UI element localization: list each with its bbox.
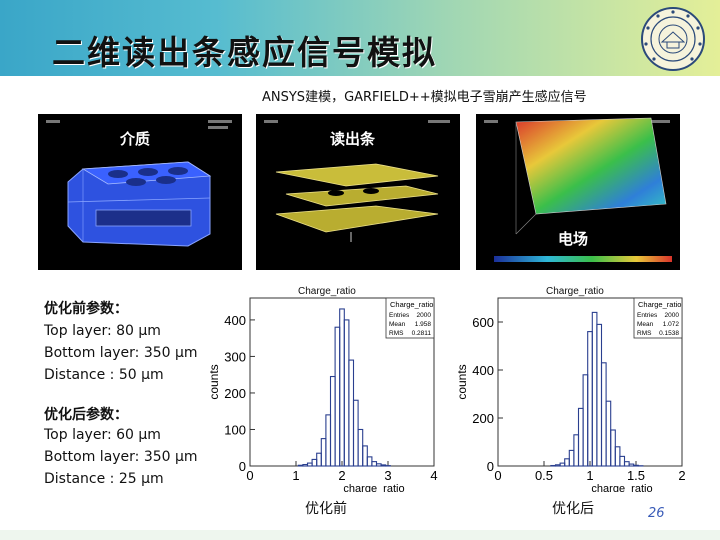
x-tick-label: 3 [384,468,391,483]
title-banner [0,0,720,76]
y-tick-label: 0 [239,459,246,474]
histogram-bar [297,464,304,467]
params-after-distance: Distance : 25 μm [44,471,164,487]
slide-title: 二维读出条感应信号模拟 [52,33,437,72]
y-axis-label: counts [208,364,221,399]
x-tick-label: 4 [430,468,437,483]
x-tick-label: 0.5 [535,468,553,483]
stats-box [633,297,683,339]
caption-after: 优化后 [552,501,594,517]
dielectric-label: 介质 [120,130,151,148]
stats-label: Entries [389,312,410,319]
x-tick-label: 2 [338,468,345,483]
readout-strip-render-panel [256,114,460,270]
params-after-lines: Top layer: 60 μm Bottom layer: 350 μm Di… [44,424,198,490]
stats-value: 2000 [665,312,680,319]
stats-label: Mean [637,321,654,328]
y-tick-label: 200 [472,411,494,426]
stats-value: 1.958 [415,321,432,328]
params-after-bottom-layer: Bottom layer: 350 μm [44,449,198,465]
university-seal-icon [641,7,705,71]
params-after-top-layer: Top layer: 60 μm [44,427,161,443]
y-tick-label: 200 [224,386,246,401]
y-tick-label: 400 [224,313,246,328]
readout-strip-model-image [264,120,450,242]
stats-label: Mean [389,321,406,328]
page-number: 26 [648,506,665,521]
params-before-top-layer: Top layer: 80 μm [44,323,161,339]
x-tick-label: 2 [678,468,685,483]
stats-value: 2000 [417,312,432,319]
stats-label: Entries [637,312,658,319]
x-axis-label: charge_ratio [343,483,404,492]
slide-subtitle: ANSYS建模，GARFIELD++模拟电子雪崩产生感应信号 [262,90,587,105]
electric-field-label: 电场 [558,230,589,248]
stats-value: 0.2811 [412,330,432,337]
x-tick-label: 1 [292,468,299,483]
x-tick-label: 0 [246,468,253,483]
params-before-bottom-layer: Bottom layer: 350 μm [44,345,198,361]
y-tick-label: 400 [472,363,494,378]
stats-value: 0.1538 [659,330,679,337]
y-tick-label: 600 [472,315,494,330]
histogram-bar [362,445,368,467]
y-axis-label: counts [456,364,469,399]
electric-field-render-panel [476,114,680,270]
params-before-lines: Top layer: 80 μm Bottom layer: 350 μm Di… [44,320,198,386]
y-tick-label: 100 [224,422,246,437]
stats-label: RMS [637,330,652,337]
x-tick-label: 1 [586,468,593,483]
y-tick-label: 300 [224,349,246,364]
stats-name: Charge_ratio [638,300,681,309]
x-tick-label: 0 [494,468,501,483]
params-after-heading: 优化后参数： [44,407,128,423]
params-before-distance: Distance : 50 μm [44,367,164,383]
params-before-heading: 优化前参数： [44,301,128,317]
x-tick-label: 1.5 [627,468,645,483]
electric-field-model-image [484,117,672,262]
y-tick-label: 0 [487,459,494,474]
footer-band [0,530,720,540]
stats-box [385,297,435,339]
stats-value: 1.072 [663,321,680,328]
stats-name: Charge_ratio [390,300,433,309]
histogram-bar [380,464,387,467]
histogram-bar [633,464,639,467]
dielectric-render-panel [38,114,242,270]
readout-strip-label: 读出条 [330,130,376,148]
dielectric-model-image [46,120,232,247]
chart-title: Charge_ratio [298,286,356,297]
caption-before: 优化前 [305,501,347,517]
chart-title: Charge_ratio [546,286,604,297]
x-axis-label: charge_ratio [591,483,652,492]
stats-label: RMS [389,330,404,337]
